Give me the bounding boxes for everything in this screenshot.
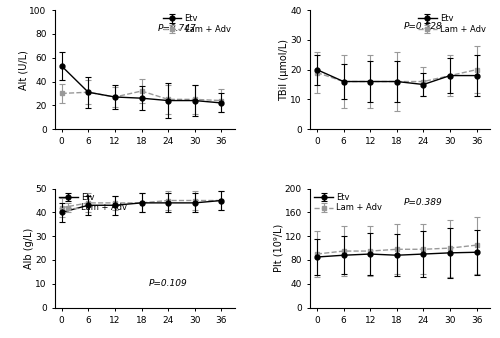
Text: P=0.747: P=0.747 — [158, 24, 196, 33]
Y-axis label: Plt (10⁹/L): Plt (10⁹/L) — [274, 224, 283, 272]
Text: P=0.528: P=0.528 — [404, 22, 443, 31]
Y-axis label: TBil (μmol/L): TBil (μmol/L) — [279, 39, 289, 101]
Legend: Etv, Lam + Adv: Etv, Lam + Adv — [58, 191, 128, 214]
Y-axis label: Alb (g/L): Alb (g/L) — [24, 227, 34, 269]
Legend: Etv, Lam + Adv: Etv, Lam + Adv — [162, 13, 232, 35]
Legend: Etv, Lam + Adv: Etv, Lam + Adv — [312, 191, 384, 214]
Text: P=0.389: P=0.389 — [404, 197, 443, 207]
Y-axis label: Alt (U/L): Alt (U/L) — [18, 50, 28, 90]
Legend: Etv, Lam + Adv: Etv, Lam + Adv — [416, 13, 488, 35]
Text: P=0.109: P=0.109 — [149, 279, 188, 288]
